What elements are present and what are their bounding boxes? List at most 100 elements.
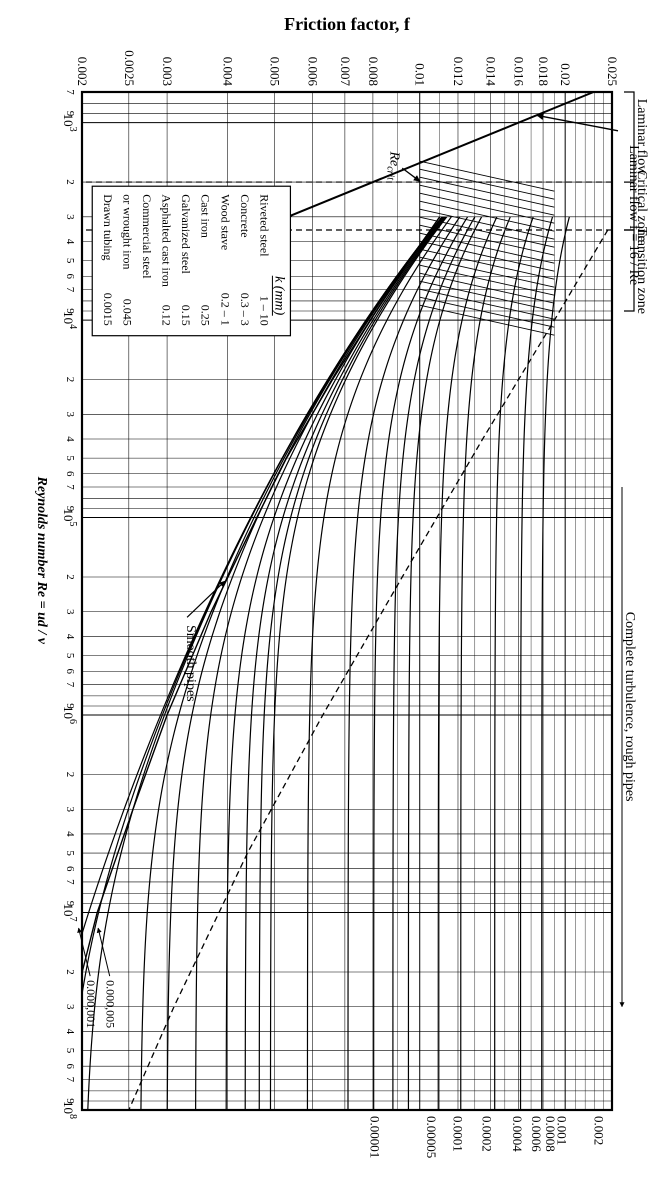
transition-zone-label: Transition zone [634, 227, 649, 314]
y-tick-label: 0.018 [536, 57, 551, 86]
x-minor-label: 3 [64, 609, 76, 615]
x-minor-label: 3 [64, 412, 76, 418]
x-minor-label: 2 [64, 772, 76, 778]
x-minor-label: 6 [64, 1063, 76, 1069]
fully-rough-boundary [129, 230, 608, 1110]
x-minor-label: 5 [64, 850, 76, 856]
roughness-curve [461, 217, 511, 1110]
x-minor-label: 2 [64, 377, 76, 383]
materials-row-name: Cast iron [199, 194, 213, 238]
y-tick-label: 0.016 [511, 57, 526, 87]
y-tick-label: 0.0025 [122, 50, 137, 86]
x-minor-label: 9 [64, 901, 76, 907]
x-minor-label: 2 [64, 574, 76, 580]
x-axis-title: Reynolds number Re = ud / ν [34, 476, 49, 645]
roughness-curve [495, 217, 534, 1110]
x-minor-label: 3 [64, 807, 76, 813]
transition-hatch [420, 169, 555, 199]
x-minor-label: 7 [64, 879, 76, 885]
x-minor-label: 4 [64, 239, 76, 245]
roughness-tick-label: 0.00005 [424, 1116, 439, 1158]
roughness-tick-label: 0.002 [591, 1116, 606, 1145]
materials-row-k: 1 – 10 [257, 296, 271, 326]
materials-row-name: or wrought iron [120, 194, 134, 269]
x-minor-label: 5 [64, 258, 76, 264]
x-minor-label: 2 [64, 179, 76, 185]
y-tick-label: 0.014 [483, 57, 498, 87]
materials-row-name: Drawn tubing [101, 194, 115, 260]
y-tick-label: 0.01 [413, 63, 428, 86]
x-minor-label: 9 [64, 111, 76, 117]
laminar-arrow [537, 115, 618, 130]
x-minor-label: 7 [64, 682, 76, 688]
x-minor-label: 7 [64, 1077, 76, 1083]
roughness-curve [196, 217, 443, 1110]
roughness-curve [71, 217, 442, 1110]
roughness-tick-label: 0.0001 [451, 1116, 466, 1152]
materials-row-name: Asphalted cast iron [160, 194, 174, 287]
re-crit-label: Recrit [385, 150, 402, 180]
x-minor-label: 6 [64, 471, 76, 477]
materials-row-name: Galvanized steel [179, 194, 193, 274]
y-axis-title: Friction factor, f [284, 14, 411, 34]
materials-table-title: k (mm) [271, 276, 286, 316]
x-minor-label: 4 [64, 634, 76, 640]
materials-row-k: 0.0015 [101, 293, 115, 326]
y-tick-label: 0.005 [267, 57, 282, 86]
laminar-flow-label: Laminar flow [634, 99, 649, 176]
materials-row-name: Wood stave [218, 194, 232, 250]
y-tick-label: 0.025 [605, 57, 620, 86]
y-tick-label: 0.004 [220, 57, 235, 87]
y-tick-label: 0.002 [75, 57, 90, 86]
y-tick-label: 0.007 [338, 57, 353, 87]
x-minor-label: 5 [64, 653, 76, 659]
x-minor-label: 6 [64, 668, 76, 674]
x-minor-label: 3 [64, 1004, 76, 1010]
very-small-roughness-label: 0.000,001 [84, 980, 98, 1028]
roughness-curve [71, 217, 442, 1110]
x-minor-label: 5 [64, 1048, 76, 1054]
y-tick-label: 0.006 [306, 57, 321, 87]
x-minor-label: 9 [64, 1098, 76, 1104]
roughness-curve [348, 217, 460, 1110]
x-minor-label: 3 [64, 214, 76, 220]
x-minor-label: 9 [64, 308, 76, 314]
roughness-curve [307, 217, 451, 1110]
very-small-roughness-label: 0.000,005 [104, 980, 118, 1028]
y-tick-label: 0.012 [451, 57, 466, 86]
x-minor-label: 6 [64, 274, 76, 280]
y-tick-label: 0.02 [558, 63, 573, 86]
transition-hatch [420, 257, 555, 287]
roughness-tick-label: 0.00001 [368, 1116, 383, 1158]
x-minor-label: 9 [64, 703, 76, 709]
materials-row-k: 0.12 [160, 305, 174, 326]
roughness-tick-label: 0.0006 [529, 1116, 544, 1152]
y-tick-label: 0.003 [160, 57, 175, 86]
roughness-curve [393, 217, 475, 1110]
materials-row-k: 0.15 [179, 305, 193, 326]
materials-row-name: Riveted steel [257, 194, 271, 257]
roughness-curve [226, 217, 444, 1110]
x-minor-label: 4 [64, 1029, 76, 1035]
transition-hatch [420, 185, 555, 215]
x-minor-label: 5 [64, 455, 76, 461]
x-minor-label: 7 [64, 484, 76, 490]
roughness-tick-label: 0.0002 [479, 1116, 494, 1152]
re-crit-arrow [402, 168, 419, 181]
complete-turb-label: Complete turbulence, rough pipes [622, 612, 637, 802]
roughness-curve [88, 217, 442, 1110]
x-minor-label: 4 [64, 436, 76, 442]
materials-row-k: 0.25 [199, 305, 213, 326]
roughness-curve [438, 217, 497, 1110]
roughness-curve [167, 217, 442, 1110]
materials-row-name: Commercial steel [140, 194, 154, 279]
x-minor-label: 4 [64, 831, 76, 837]
moody-chart: 0.0250.020.0180.0160.0140.0120.010.0080.… [0, 0, 664, 1200]
x-minor-label: 9 [64, 506, 76, 512]
x-minor-label: 7 [64, 287, 76, 293]
transition-hatch [420, 161, 555, 191]
materials-row-k: 0.2 – 1 [218, 293, 232, 326]
very-small-roughness-arrow [79, 928, 91, 976]
x-minor-label: 2 [64, 969, 76, 975]
materials-row-name: Concrete [238, 194, 252, 237]
